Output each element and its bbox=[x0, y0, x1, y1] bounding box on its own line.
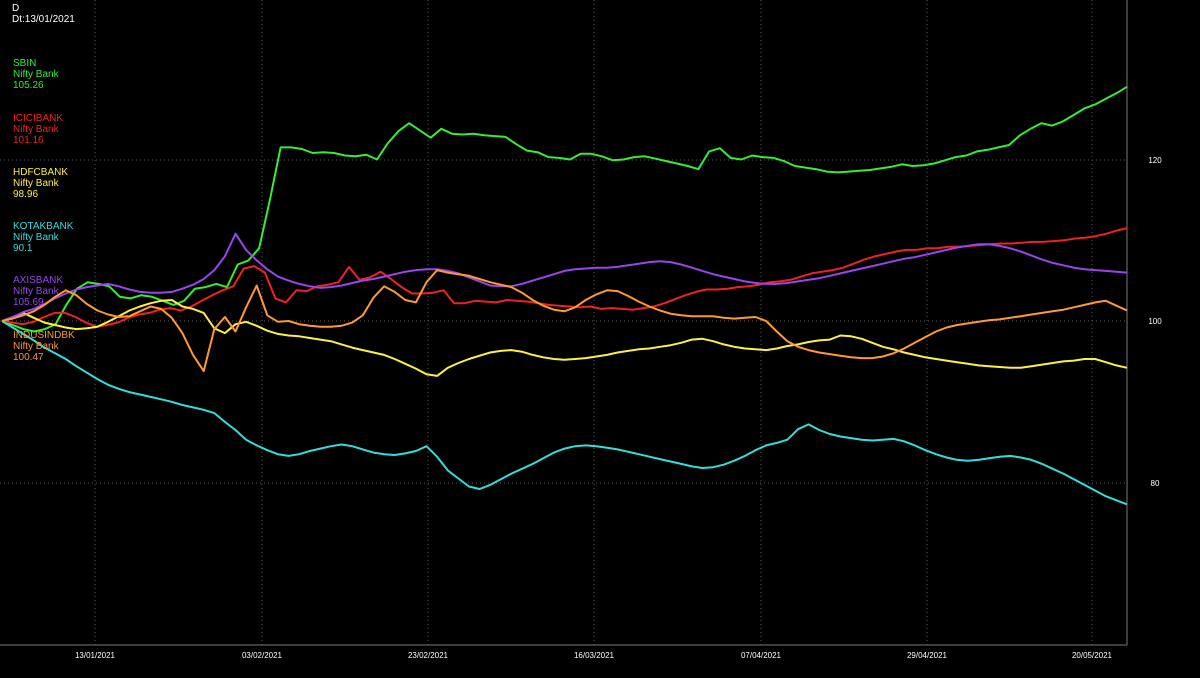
legend-benchmark: Nifty Bank bbox=[13, 69, 59, 80]
legend-entry-axisbank: AXISBANK Nifty Bank 105.69 bbox=[13, 275, 63, 308]
series-line-indusindbk bbox=[1, 269, 1128, 373]
period-label: D bbox=[12, 3, 20, 14]
y-tick-label: 120 bbox=[1148, 156, 1162, 165]
x-tick-label: 03/02/2021 bbox=[242, 651, 283, 660]
y-tick-label: 100 bbox=[1148, 317, 1162, 326]
legend-series-name: AXISBANK bbox=[13, 275, 64, 286]
legend-benchmark: Nifty Bank bbox=[13, 341, 59, 352]
x-tick-label: 23/02/2021 bbox=[408, 651, 449, 660]
series-line-hdfcbank bbox=[1, 299, 1128, 377]
legend-series-name: SBIN bbox=[13, 58, 37, 69]
legend-benchmark: Nifty Bank bbox=[13, 286, 59, 297]
legend-series-name: KOTAKBANK bbox=[13, 221, 74, 232]
series-line-kotakbank bbox=[1, 320, 1128, 506]
series-line-axisbank bbox=[1, 232, 1128, 322]
x-tick-label: 29/04/2021 bbox=[907, 651, 948, 660]
legend-last-value: 98.96 bbox=[13, 189, 39, 200]
date-label: Dt:13/01/2021 bbox=[12, 14, 75, 25]
legend-series-name: INDUSINDBK bbox=[13, 330, 75, 341]
legend-benchmark: Nifty Bank bbox=[13, 232, 59, 243]
y-tick-label: 80 bbox=[1151, 479, 1160, 488]
legend-series-name: ICICIBANK bbox=[13, 113, 64, 124]
legend-last-value: 90.1 bbox=[13, 243, 33, 254]
legend-entry-kotakbank: KOTAKBANK Nifty Bank 90.1 bbox=[13, 221, 73, 254]
legend-benchmark: Nifty Bank bbox=[13, 124, 59, 135]
legend-last-value: 105.69 bbox=[13, 297, 44, 308]
legend-entry-hdfcbank: HDFCBANK Nifty Bank 98.96 bbox=[13, 167, 68, 200]
legend-last-value: 101.16 bbox=[13, 135, 44, 146]
legend-benchmark: Nifty Bank bbox=[13, 178, 59, 189]
legend-entry-icicibank: ICICIBANK Nifty Bank 101.16 bbox=[13, 113, 63, 146]
legend-entry-sbin: SBIN Nifty Bank 105.26 bbox=[13, 58, 59, 91]
x-tick-label: 20/05/2021 bbox=[1072, 651, 1113, 660]
x-tick-label: 16/03/2021 bbox=[574, 651, 615, 660]
legend-entry-indusindbk: INDUSINDBK Nifty Bank 100.47 bbox=[13, 330, 75, 363]
x-tick-label: 13/01/2021 bbox=[75, 651, 116, 660]
legend-last-value: 100.47 bbox=[13, 352, 44, 363]
series-line-sbin bbox=[1, 85, 1128, 333]
legend-last-value: 105.26 bbox=[13, 80, 44, 91]
legend-series-name: HDFCBANK bbox=[13, 167, 69, 178]
x-tick-label: 07/04/2021 bbox=[741, 651, 782, 660]
